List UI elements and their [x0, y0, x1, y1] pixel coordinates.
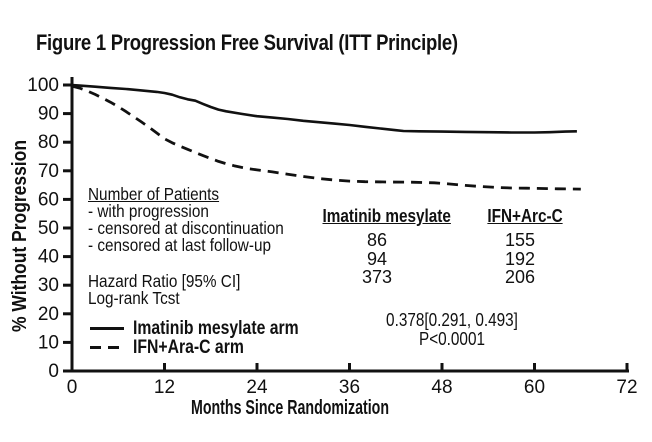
log-rank-label: Log-rank Tcst [88, 288, 180, 308]
y-tick-label: 30 [38, 275, 59, 296]
solid-line-swatch [90, 327, 124, 330]
patients-category-progression: - with progression [88, 201, 209, 221]
column-header-imatinib: Imatinib mesylate [322, 206, 451, 226]
y-tick-label: 100 [27, 75, 59, 96]
x-axis-title: Months Since Randomization [191, 397, 389, 419]
table-cell: 206 [504, 267, 536, 287]
figure-title: Figure 1 Progression Free Survival (ITT … [36, 30, 458, 55]
y-tick-label: 60 [38, 189, 59, 210]
column-header-ifn: IFN+Arc-C [487, 206, 563, 226]
ifn-values-column: 155 192 206 [460, 231, 580, 287]
y-tick-label: 10 [38, 332, 59, 353]
y-tick-label: 70 [38, 161, 59, 182]
patients-heading: Number of Patients [88, 184, 220, 204]
stats-block: 0.378[0.291, 0.493] P<0.0001 [367, 311, 537, 348]
patients-category-censored-followup: - censored at last follow-up [88, 235, 271, 255]
table-cell: 192 [504, 248, 536, 269]
x-tick-label: 60 [524, 377, 545, 398]
table-cell: 86 [366, 230, 388, 250]
y-tick-label: 80 [38, 132, 59, 153]
x-tick-label: 0 [67, 377, 78, 398]
patients-category-censored-discontinuation: - censored at discontinuation [88, 218, 284, 238]
legend-item-ifn: IFN+Ara-C arm [90, 336, 333, 358]
imatinib-values-column: 86 94 373 [312, 231, 442, 287]
series-dashed-line [71, 84, 581, 191]
hazard-ratio-label: Hazard Ratio [95% CI] [88, 271, 241, 291]
y-axis-title: % Without Progression [9, 140, 31, 332]
legend-label-ifn: IFN+Ara-C arm [133, 336, 244, 358]
y-tick-label: 50 [38, 218, 59, 239]
x-tick-label: 36 [339, 377, 360, 398]
table-cell: 94 [366, 248, 388, 269]
legend-label-imatinib: Imatinib mesylate arm [133, 317, 299, 339]
y-tick-label: 90 [38, 104, 59, 125]
x-tick-label: 72 [616, 377, 637, 398]
series-solid-line [71, 83, 577, 134]
hazard-ratio-value: 0.378[0.291, 0.493] [386, 310, 518, 330]
x-tick-label: 24 [246, 377, 268, 398]
dashed-line-swatch [90, 346, 124, 349]
legend-item-imatinib: Imatinib mesylate arm [90, 317, 333, 339]
table-cell: 373 [361, 267, 393, 287]
y-tick-label: 40 [38, 247, 59, 268]
table-cell: 155 [504, 230, 536, 250]
legend: Imatinib mesylate arm IFN+Ara-C arm [90, 317, 333, 358]
y-tick-label: 20 [38, 304, 59, 325]
p-value: P<0.0001 [419, 328, 485, 349]
x-tick-label: 12 [154, 377, 175, 398]
y-tick-label: 0 [48, 361, 59, 382]
number-of-patients-block: Number of Patients - with progression - … [88, 184, 284, 308]
x-tick-label: 48 [431, 377, 452, 398]
